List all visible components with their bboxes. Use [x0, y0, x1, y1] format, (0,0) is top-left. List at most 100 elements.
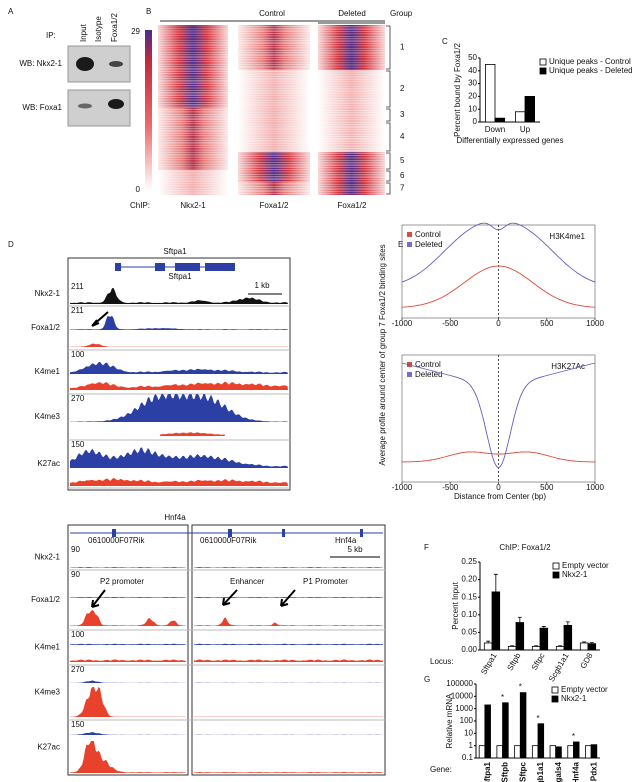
- bar: [531, 745, 539, 759]
- heatmap-texture: [238, 81, 310, 82]
- heatmap-texture: [158, 128, 228, 129]
- heatmap-texture: [238, 115, 310, 117]
- panel-letter: C: [442, 37, 448, 46]
- heatmap-texture: [318, 100, 385, 101]
- gene-label: 0610000F07Rik: [200, 536, 257, 545]
- browser-frame: [67, 257, 291, 491]
- heatmap-texture: [238, 171, 310, 173]
- group-bracket: [386, 152, 391, 170]
- heatmap-texture: [158, 176, 228, 177]
- heatmap-texture: [238, 57, 310, 58]
- heatmap-texture: [318, 89, 385, 91]
- heatmap-texture: [318, 145, 385, 147]
- bar: [524, 96, 536, 123]
- heatmap-texture: [238, 145, 310, 146]
- track-label: Foxa1/2: [31, 323, 60, 332]
- heatmap-texture: [238, 95, 310, 96]
- gene-title: Hnf4a: [164, 513, 186, 522]
- heatmap-texture: [318, 169, 385, 171]
- blot-label: WB: Nkx2-1: [19, 59, 62, 68]
- heatmap-block: [238, 182, 310, 195]
- bar: [515, 111, 526, 123]
- heatmap-texture: [318, 113, 385, 115]
- signal-track: [70, 680, 186, 683]
- bar: [579, 642, 589, 651]
- x-tick-label: Hnf4a: [572, 761, 581, 782]
- heatmap-texture: [158, 147, 228, 148]
- heatmap-texture: [318, 43, 385, 44]
- heatmap-texture: [318, 50, 385, 51]
- heatmap-texture: [318, 69, 385, 70]
- heatmap-texture: [238, 79, 310, 81]
- heatmap-texture: [158, 116, 228, 117]
- heatmap-texture: [158, 28, 228, 29]
- group-number: 2: [400, 84, 405, 93]
- heatmap-texture: [158, 121, 228, 122]
- heatmap-texture: [318, 172, 385, 173]
- band: [76, 57, 94, 71]
- heatmap-texture: [318, 57, 385, 59]
- y-tick-label: 100000: [446, 679, 473, 688]
- y-tick-label: 0.00: [461, 645, 477, 654]
- heatmap-texture: [238, 52, 310, 53]
- heatmap-texture: [318, 125, 385, 127]
- heatmap-texture: [238, 162, 310, 163]
- arrow: [91, 311, 109, 327]
- heatmap-texture: [238, 112, 310, 113]
- group-bracket: [386, 170, 391, 182]
- signal-track: [70, 381, 288, 390]
- heatmap-texture: [318, 91, 385, 92]
- heatmap-texture: [238, 90, 310, 91]
- heatmap-texture: [238, 69, 310, 70]
- heatmap-texture: [238, 41, 310, 43]
- heatmap-texture: [158, 183, 228, 184]
- significance: *: [501, 693, 504, 702]
- legend-label: Deleted: [415, 370, 443, 379]
- heatmap-texture: [238, 127, 310, 129]
- heatmap-texture: [318, 174, 385, 175]
- gene-label: 0610000F07Rik: [88, 536, 145, 545]
- heatmap-texture: [318, 81, 385, 82]
- heatmap-texture: [158, 43, 228, 45]
- heatmap-texture: [238, 85, 310, 87]
- x-tick-label: Pdx1: [589, 761, 598, 781]
- heatmap-texture: [238, 150, 310, 151]
- signal-track: [194, 567, 383, 568]
- y-tick-label: 50: [468, 53, 477, 62]
- heatmap-texture: [318, 88, 385, 89]
- browser-frame: [67, 524, 189, 776]
- heatmap-texture: [238, 152, 310, 153]
- x-tick-label: Scgb1a1: [536, 761, 545, 782]
- bar: [484, 704, 491, 759]
- heatmap-texture: [158, 85, 228, 86]
- signal-track: [70, 567, 186, 568]
- heatmap-texture: [318, 187, 385, 189]
- bar: [563, 624, 573, 651]
- bar: [537, 723, 545, 759]
- heatmap-texture: [318, 112, 385, 113]
- x-tick-label: 1000: [586, 319, 604, 328]
- heatmap-texture: [238, 33, 310, 34]
- heatmap-texture: [318, 47, 385, 49]
- bar: [549, 745, 557, 759]
- heatmap-texture: [238, 165, 310, 167]
- y-tick-label: 40: [468, 66, 477, 75]
- bar: [496, 745, 503, 759]
- heatmap-texture: [318, 93, 385, 94]
- y-tick-label: 10000: [451, 691, 474, 700]
- lane-label: Isotype: [94, 16, 103, 42]
- heatmap-texture: [318, 74, 385, 75]
- significance: *: [536, 714, 539, 723]
- heatmap-texture: [318, 163, 385, 165]
- annotation: Enhancer: [230, 577, 265, 586]
- heatmap-texture: [158, 90, 228, 91]
- heatmap-texture: [318, 38, 385, 39]
- heatmap-block: [158, 152, 228, 170]
- signal-track: [194, 643, 383, 645]
- signal-track: [194, 659, 383, 662]
- x-tick-label: 500: [540, 483, 554, 492]
- legend-label: Deleted: [415, 240, 443, 249]
- heatmap-texture: [318, 155, 385, 156]
- group-bracket: [386, 70, 391, 108]
- gene-label: Sftpa1: [168, 272, 192, 281]
